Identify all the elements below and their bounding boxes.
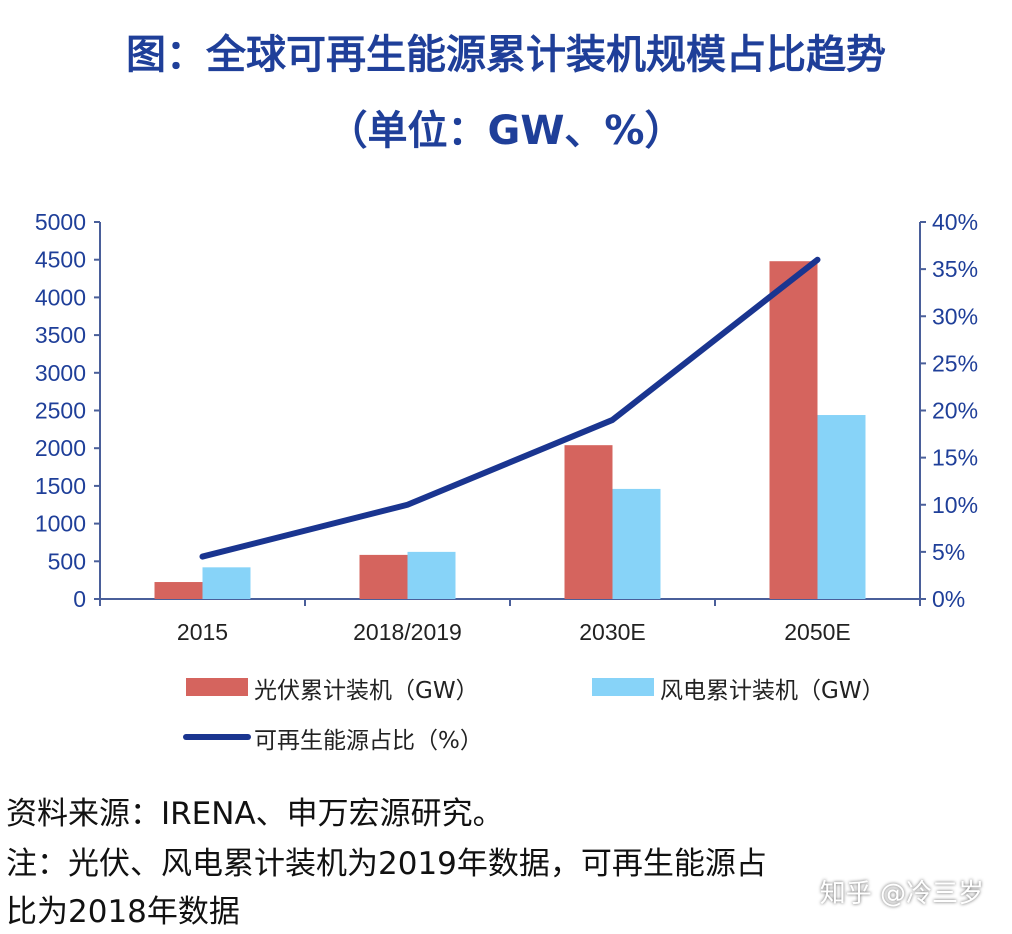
chart: 0 500 1000 1500 2000 2500 3000 3500 4000 4500 5000… bbox=[35, 209, 978, 754]
left-tick-label: 500 bbox=[48, 548, 86, 574]
right-tick-label: 35% bbox=[932, 256, 978, 282]
right-tick-label: 10% bbox=[932, 492, 978, 518]
right-tick-label: 15% bbox=[932, 445, 978, 471]
left-tick-label: 3000 bbox=[35, 360, 86, 386]
legend-label: 光伏累计装机（GW） bbox=[254, 678, 479, 704]
bar-wind bbox=[202, 567, 251, 599]
bar-wind bbox=[407, 551, 456, 599]
right-tick-label: 25% bbox=[932, 350, 978, 376]
bar-pv bbox=[564, 445, 613, 599]
bar-wind bbox=[817, 415, 866, 599]
left-tick-label: 2000 bbox=[35, 435, 86, 461]
bar-pv bbox=[154, 582, 203, 599]
left-tick-label: 0 bbox=[73, 586, 86, 612]
footnote: 注：光伏、风电累计装机为2019年数据，可再生能源占 bbox=[6, 846, 767, 882]
left-tick-label: 4500 bbox=[35, 247, 86, 273]
x-tick-label: 2030E bbox=[579, 619, 646, 645]
right-tick-label: 40% bbox=[932, 209, 978, 235]
left-tick-label: 2500 bbox=[35, 398, 86, 424]
footnote-cont: 比为2018年数据 bbox=[6, 894, 240, 930]
legend-swatch bbox=[592, 678, 654, 696]
left-tick-label: 1500 bbox=[35, 473, 86, 499]
chart-title: 图：全球可再生能源累计装机规模占比趋势 bbox=[126, 32, 886, 78]
watermark: 知乎 @冷三岁 bbox=[819, 879, 984, 909]
x-tick-label: 2018/2019 bbox=[353, 619, 462, 645]
left-tick-label: 3500 bbox=[35, 322, 86, 348]
legend-label: 风电累计装机（GW） bbox=[660, 678, 885, 704]
source-note: 资料来源：IRENA、申万宏源研究。 bbox=[6, 796, 504, 832]
left-tick-label: 1000 bbox=[35, 511, 86, 537]
right-tick-label: 0% bbox=[932, 586, 965, 612]
legend-label: 可再生能源占比（%） bbox=[254, 728, 483, 754]
x-tick-label: 2050E bbox=[784, 619, 851, 645]
legend-swatch bbox=[186, 678, 248, 696]
right-tick-label: 5% bbox=[932, 539, 965, 565]
chart-subtitle: （单位：GW、%） bbox=[327, 108, 685, 154]
right-tick-label: 20% bbox=[932, 398, 978, 424]
bar-wind bbox=[612, 488, 661, 599]
bar-pv bbox=[359, 554, 408, 599]
share-line bbox=[199, 256, 821, 560]
bar-pv bbox=[769, 261, 818, 599]
x-tick-label: 2015 bbox=[177, 619, 228, 645]
left-tick-label: 4000 bbox=[35, 284, 86, 310]
right-tick-label: 30% bbox=[932, 303, 978, 329]
left-tick-label: 5000 bbox=[35, 209, 86, 235]
